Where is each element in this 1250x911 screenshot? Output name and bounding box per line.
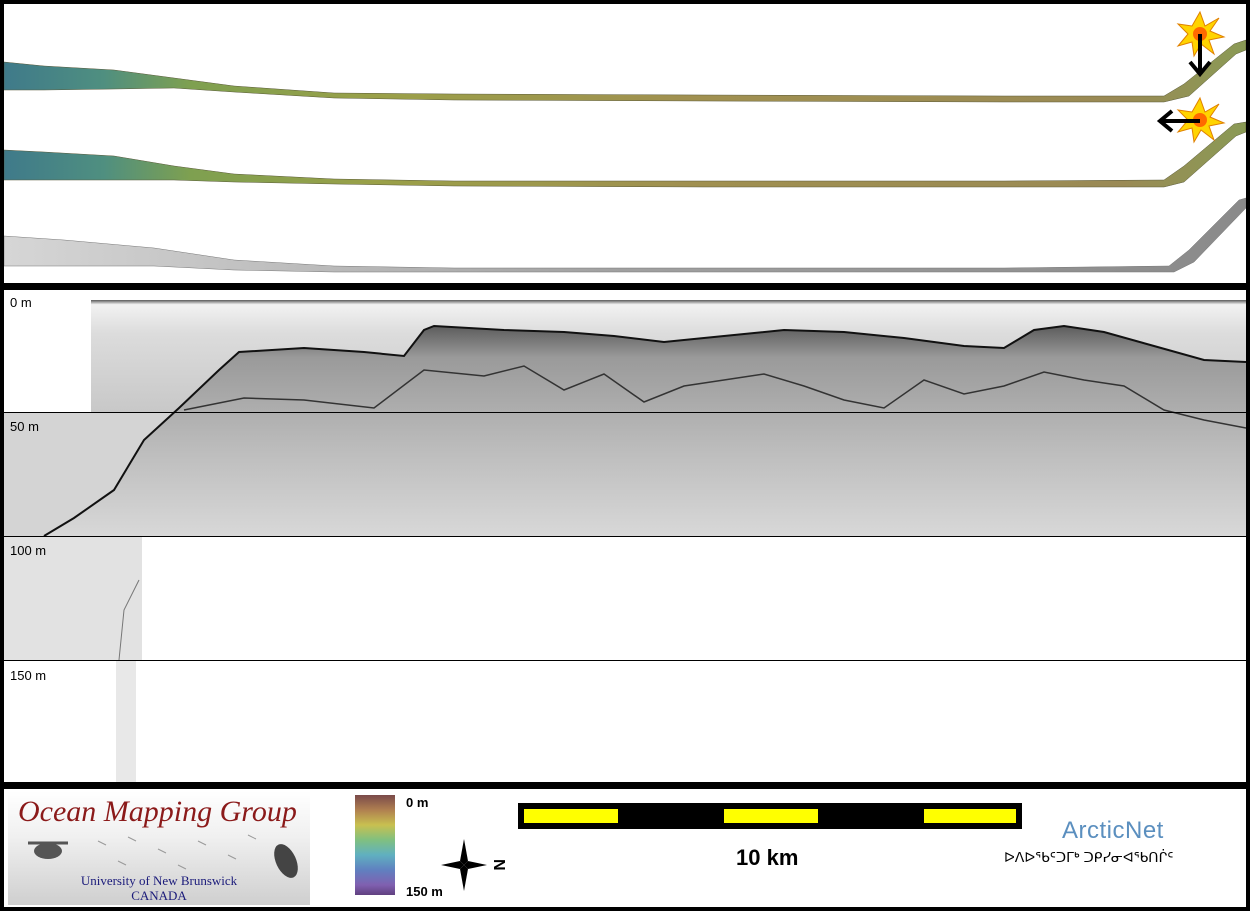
depth-label-100: 100 m	[10, 543, 47, 558]
seabed-sediment	[4, 326, 1246, 536]
depth-label-50: 50 m	[10, 419, 39, 434]
depth-label-150: 150 m	[10, 668, 47, 683]
ocean-mapping-group-logo: Ocean Mapping Group University of New Br…	[8, 791, 310, 905]
depth-color-scale-bottom-label: 150 m	[406, 884, 443, 899]
arcticnet-syllabics: ᐅᐱᐅᕐᑲᑦᑐᒥᒃ ᑐᑭᓯᓂᐊᕐᑲᑎᒌᑦ	[1004, 849, 1174, 865]
swath-strip-3	[3, 197, 1247, 273]
arrow-down-icon	[1188, 34, 1212, 78]
compass-letter: N	[490, 859, 507, 871]
depth-gridline-150	[4, 660, 1246, 661]
swath-strip-2	[3, 121, 1247, 188]
swath-strip-1	[3, 39, 1247, 103]
arcticnet-logo: ArcticNet	[1062, 817, 1164, 844]
depth-gridline-100	[4, 536, 1246, 537]
swath-panel	[3, 4, 1247, 283]
subsurface-reflector	[183, 365, 1246, 429]
footer-panel: Ocean Mapping Group University of New Br…	[4, 789, 1246, 907]
north-arrow-icon: N	[441, 839, 507, 891]
subbottom-profile	[4, 290, 1246, 782]
arrow-left-icon	[1156, 109, 1200, 133]
logo-country: CANADA	[131, 888, 187, 903]
logo-title: Ocean Mapping Group	[18, 795, 297, 828]
logo-university: University of New Brunswick	[80, 873, 238, 888]
logo-seafloor-image	[28, 834, 298, 878]
scale-segment	[524, 809, 618, 823]
distance-scale-label: 10 km	[736, 845, 799, 870]
scale-segment	[724, 809, 818, 823]
depth-gridline-50	[4, 412, 1246, 413]
depth-color-scale-top-label: 0 m	[406, 795, 429, 810]
swath-strips	[3, 10, 1247, 273]
seabed-reflector	[43, 324, 1246, 537]
depth-color-scale	[355, 795, 395, 895]
depth-label-0: 0 m	[10, 295, 32, 310]
distance-scale-bar	[518, 803, 1022, 829]
scale-segment	[924, 809, 1016, 823]
subbottom-profile-panel: 0 m 50 m 100 m 150 m	[4, 290, 1246, 782]
